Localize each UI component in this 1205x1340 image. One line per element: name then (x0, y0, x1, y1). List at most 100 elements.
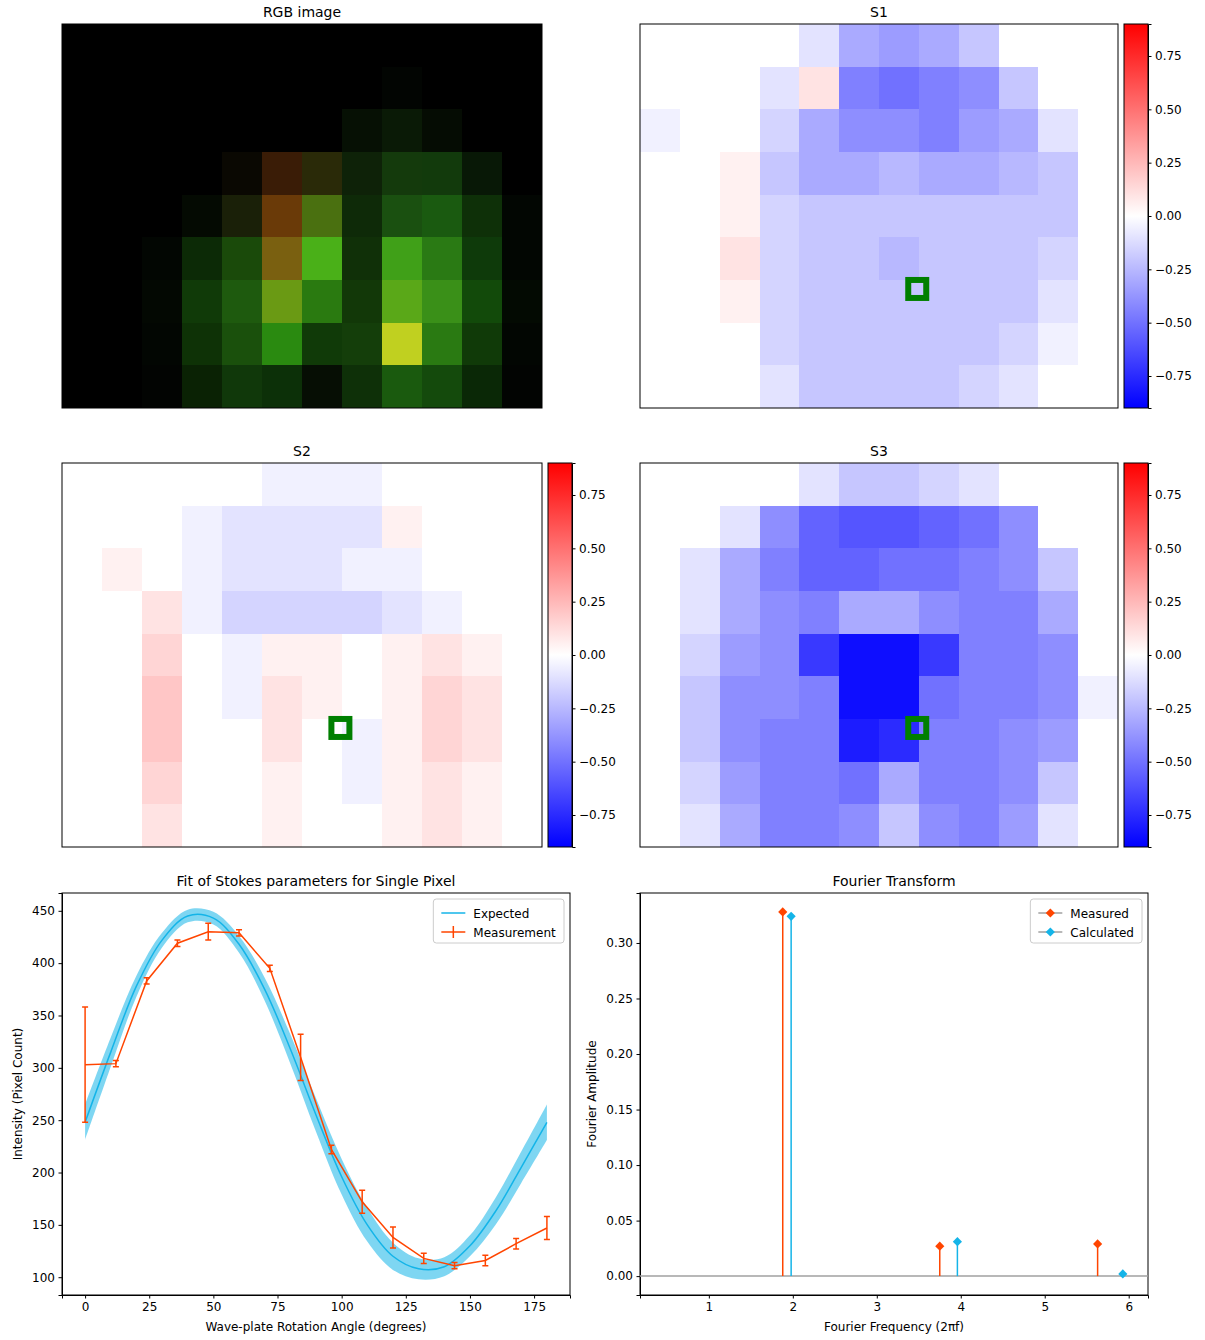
colorbar-axis-tick-mark (572, 495, 576, 496)
heatmap-cell (799, 463, 839, 506)
heatmap-cell (680, 323, 720, 366)
image-pixel (342, 365, 383, 408)
heatmap-cell (919, 24, 959, 67)
colorbar-axis-tick-mark (1148, 708, 1152, 709)
heatmap-cell (62, 719, 103, 762)
heatmap-cell (1038, 676, 1078, 719)
heatmap-cell (680, 463, 720, 506)
heatmap-cell (680, 152, 720, 195)
heatmap-cell (462, 804, 503, 847)
heatmap-cell (502, 548, 542, 591)
image-pixel (342, 237, 383, 280)
heatmap-cell (302, 506, 343, 549)
y-axis-tick: 200 (32, 1166, 62, 1180)
heatmap-cell (720, 762, 760, 805)
image-pixel (142, 109, 183, 152)
heatmap-cell (760, 67, 800, 110)
heatmap-cell (422, 762, 463, 805)
heatmap-cell (839, 719, 879, 762)
heatmap-cell (959, 634, 999, 677)
image-pixel (342, 24, 383, 67)
image-pixel (502, 365, 542, 408)
heatmap-cell (462, 463, 503, 506)
image-pixel (422, 24, 463, 67)
heatmap-cell (1038, 634, 1078, 677)
heatmap-cell (760, 365, 800, 408)
image-pixel (222, 323, 263, 366)
y-axis-line (59, 894, 63, 1296)
colorbar-axis-tick: 0.25 (572, 595, 606, 609)
error-bar (452, 1263, 458, 1269)
heatmap-cell (879, 67, 919, 110)
image-pixel (462, 152, 503, 195)
x-axis-tick-label: 2 (789, 1300, 797, 1314)
y-axis-tick-label: 0.30 (606, 936, 633, 950)
heatmap-cell (502, 591, 542, 634)
heatmap-cell (1078, 591, 1118, 634)
image-pixel (302, 195, 343, 238)
colorbar-axis-tick-mark (1148, 269, 1152, 270)
heatmap-cell (102, 548, 143, 591)
plot-area (82, 908, 550, 1279)
y-axis-tick-mark (637, 1110, 641, 1111)
colorbar-axis-tick-label: 0.25 (1155, 156, 1182, 170)
heatmap-cell (222, 591, 263, 634)
heatmap-cell (142, 634, 183, 677)
heatmap-cell (342, 591, 383, 634)
heatmap-cell (262, 804, 303, 847)
heatmap-cell (879, 463, 919, 506)
selected-pixel (908, 280, 926, 298)
image-pixel (222, 67, 263, 110)
heatmap-cell (1078, 634, 1118, 677)
heatmap-cell (839, 152, 879, 195)
heatmap-cell (462, 719, 503, 762)
image-pixel (62, 152, 103, 195)
heatmap-cell (102, 591, 143, 634)
heatmap-cell (799, 237, 839, 280)
legend-swatch (441, 912, 465, 914)
heatmap-cell (799, 365, 839, 408)
y-axis-tick: 0.25 (606, 992, 640, 1006)
heatmap-cell (999, 548, 1039, 591)
heatmap-cell (959, 152, 999, 195)
image-pixel (462, 237, 503, 280)
heatmap-cell (182, 463, 223, 506)
image-pixel (222, 24, 263, 67)
image-pixel (302, 237, 343, 280)
image-pixel (502, 280, 542, 323)
heatmap-cell (999, 634, 1039, 677)
heatmap-cell (799, 591, 839, 634)
image-pixel (62, 109, 103, 152)
x-axis-tick: 4 (957, 1295, 965, 1314)
image-pixel (422, 109, 463, 152)
error-bar (421, 1253, 427, 1263)
image-pixel (222, 280, 263, 323)
heatmap-cell (182, 804, 223, 847)
colorbar-axis-tick-mark (572, 815, 576, 816)
heatmap-cell (1038, 506, 1078, 549)
image-pixel (502, 195, 542, 238)
heatmap-cell (999, 463, 1039, 506)
heatmap-cell (502, 676, 542, 719)
heatmap-cell (879, 323, 919, 366)
image-pixel (382, 195, 423, 238)
colorbar-axis: −0.75−0.50−0.250.000.250.500.75 (1148, 25, 1192, 409)
colorbar-axis-tick-mark (1148, 815, 1152, 816)
heatmap-cell (1078, 804, 1118, 847)
heatmap-cell (342, 634, 383, 677)
image-pixel (462, 195, 503, 238)
heatmap-cell (222, 762, 263, 805)
colorbar-axis-tick-label: 0.50 (1155, 103, 1182, 117)
y-axis-tick: 0.10 (606, 1158, 640, 1172)
colorbar-axis-tick-mark (572, 602, 576, 603)
x-axis-tick: 0 (82, 1295, 90, 1314)
heatmap-cell (879, 634, 919, 677)
x-axis-tick-mark (709, 1295, 710, 1299)
colorbar-axis-tick: −0.50 (1148, 755, 1192, 769)
heatmap-cell (879, 506, 919, 549)
heatmap-cell (999, 762, 1039, 805)
heatmap-cell (182, 548, 223, 591)
image-pixel (342, 323, 383, 366)
heatmap-cell (839, 634, 879, 677)
heatmap-cell (959, 24, 999, 67)
